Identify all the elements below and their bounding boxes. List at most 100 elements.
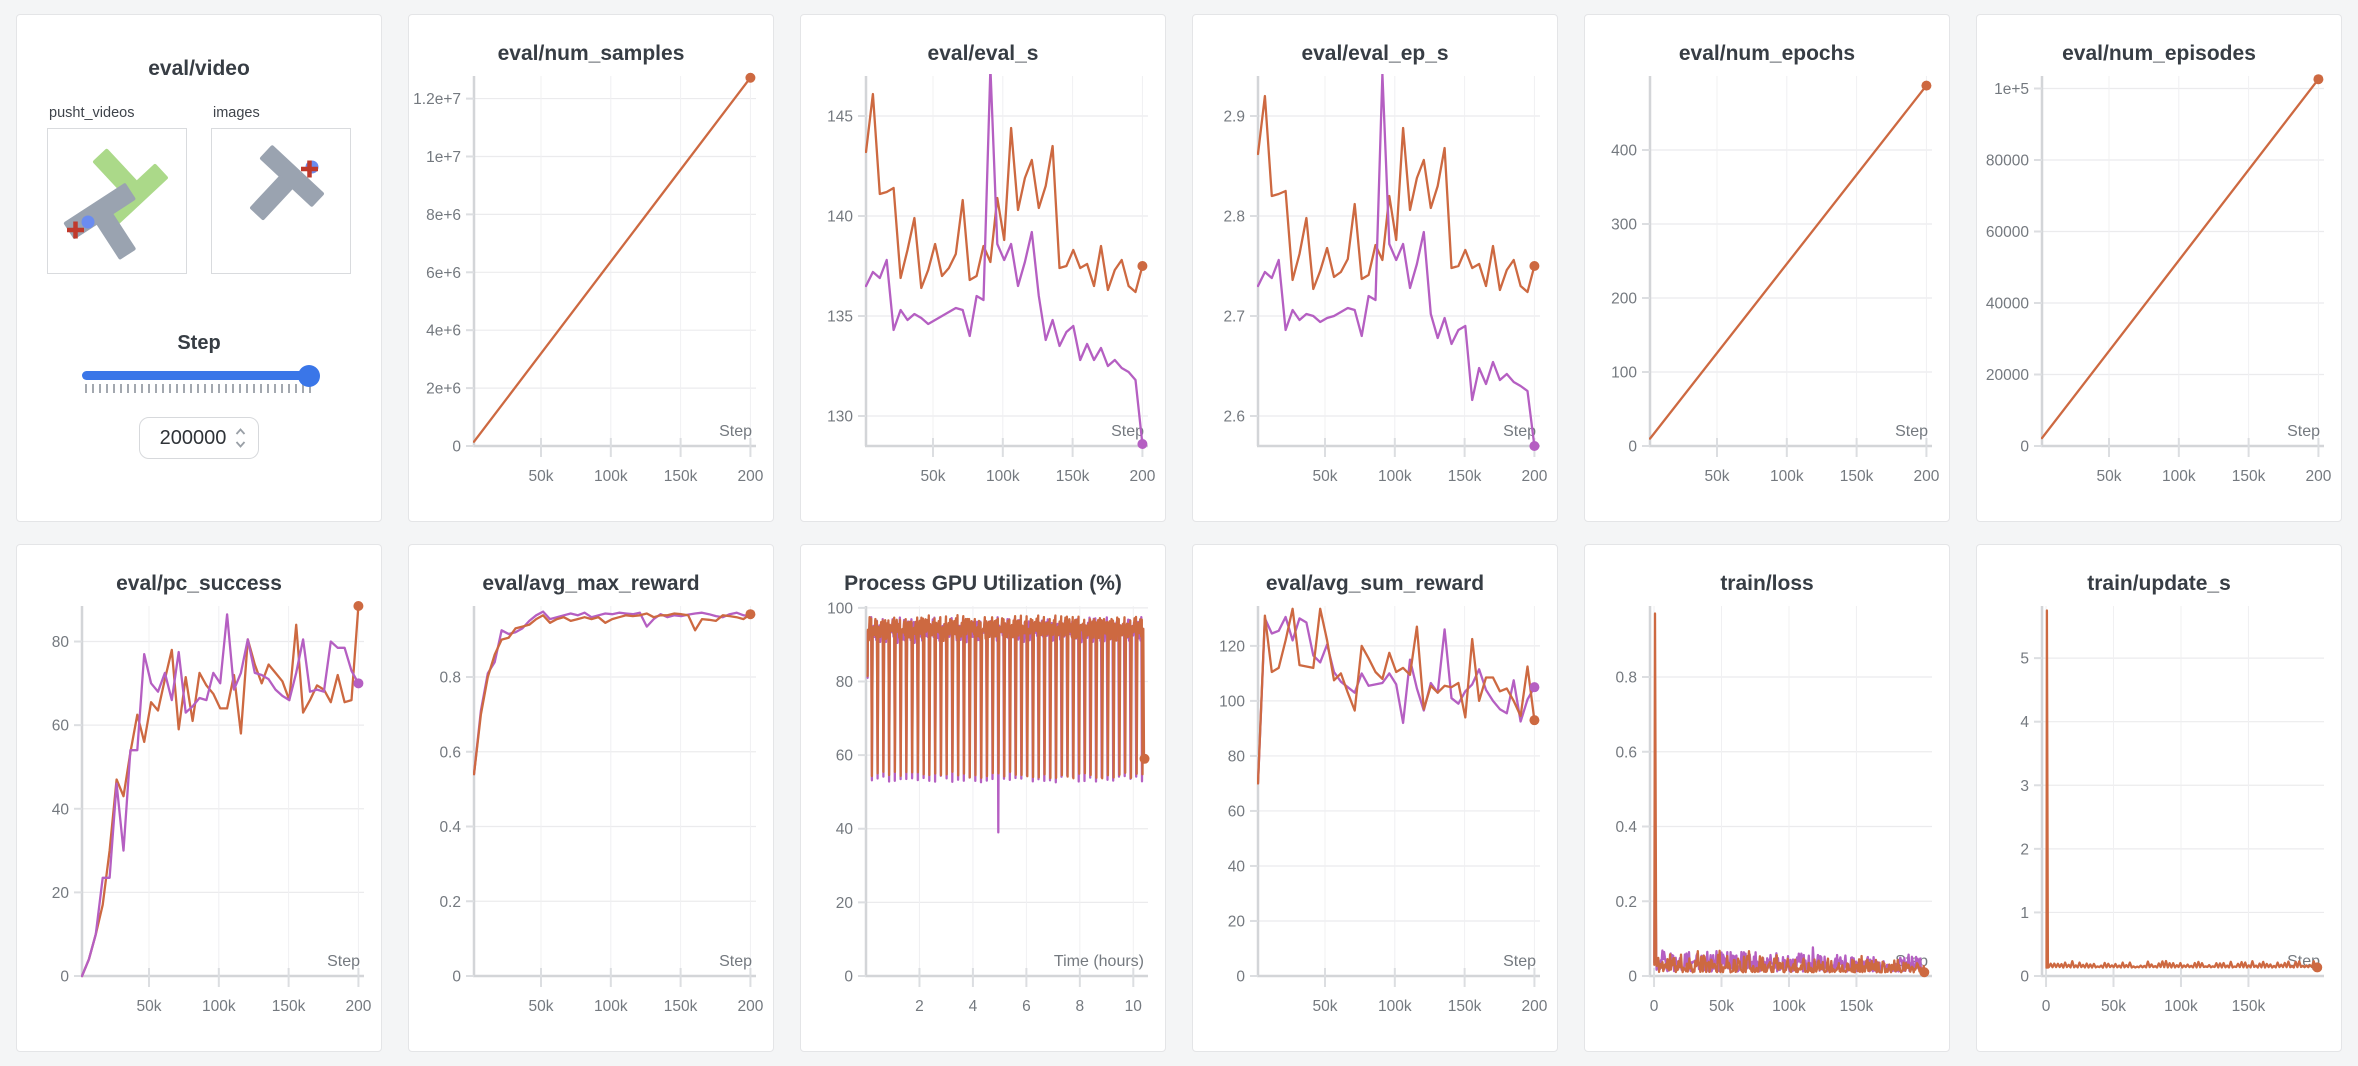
x-tick-label: 50k bbox=[2101, 998, 2126, 1015]
series-line-run-purple bbox=[1653, 806, 1924, 973]
y-tick-label: 6e+6 bbox=[426, 265, 461, 282]
chart-title: train/loss bbox=[1720, 572, 1814, 595]
x-tick-label: 100k bbox=[1770, 468, 1804, 485]
x-tick-label: 150k bbox=[1840, 468, 1874, 485]
video-thumbnail-pusht[interactable] bbox=[47, 128, 187, 274]
step-slider-ruler-ticks bbox=[85, 384, 313, 393]
step-value-input[interactable]: 200000 bbox=[138, 417, 260, 459]
series-end-dot-run-orange bbox=[2312, 962, 2323, 973]
y-tick-label: 3 bbox=[2020, 778, 2029, 795]
y-tick-label: 0.4 bbox=[1615, 819, 1637, 836]
chart-plot[interactable]: 0 2e+6 4e+6 6e+6 8e+6 1e+7 1.2e+7 50k 100k 150k 20… bbox=[408, 68, 774, 498]
series-end-dot-run-purple bbox=[1137, 439, 1148, 450]
x-tick-label: 50k bbox=[1705, 468, 1730, 485]
x-tick-label: 50k bbox=[1313, 468, 1338, 485]
y-tick-label: 0 bbox=[60, 969, 69, 986]
x-tick-label: 150k bbox=[1448, 468, 1482, 485]
y-tick-label: 5 bbox=[2020, 651, 2029, 668]
y-tick-label: 80 bbox=[52, 634, 70, 651]
y-tick-label: 0.8 bbox=[439, 670, 461, 687]
x-tick-label: 150k bbox=[1840, 998, 1874, 1015]
series-end-dot-run-orange bbox=[1919, 967, 1930, 978]
y-tick-label: 2.9 bbox=[1223, 109, 1245, 126]
chart-panel-card: eval/avg_max_reward 0 0.2 0.4 0.6 0.8 50k 100k 1… bbox=[408, 544, 774, 1052]
y-tick-label: 80 bbox=[836, 674, 854, 691]
y-tick-label: 0.4 bbox=[439, 819, 461, 836]
chart-plot[interactable]: 130 135 140 145 50k 100k 150k 200 Step bbox=[800, 68, 1166, 498]
chart-panel-card: eval/eval_s 130 135 140 145 50k 100k 150k 200 Ste… bbox=[800, 14, 1166, 522]
x-tick-label: 150k bbox=[664, 468, 698, 485]
y-tick-label: 400 bbox=[1611, 143, 1637, 160]
x-tick-label: 50k bbox=[2097, 468, 2122, 485]
chart-panel-card: train/update_s 0 1 2 3 4 5 0 50k 100k 150k Step bbox=[1976, 544, 2342, 1052]
y-tick-label: 20 bbox=[52, 885, 70, 902]
series-end-dot-run-orange bbox=[745, 609, 756, 620]
stepper-chevrons-icon[interactable] bbox=[235, 426, 246, 450]
series-end-dot-run-orange bbox=[1529, 261, 1540, 272]
series-line-run-purple bbox=[865, 74, 1144, 446]
series-line-run bbox=[473, 76, 752, 444]
target-cross bbox=[301, 160, 318, 178]
chart-panel-card: eval/num_epochs 0 100 200 300 400 50k 100k 150k 2… bbox=[1584, 14, 1950, 522]
x-axis-label: Step bbox=[1111, 423, 1144, 440]
chart-panel-card: train/loss 0 0.2 0.4 0.6 0.8 0 50k 100k 150k Step bbox=[1584, 544, 1950, 1052]
pusht-video-graphic bbox=[63, 148, 168, 260]
series-line-run-orange bbox=[1653, 612, 1926, 974]
chart-panel-card: eval/eval_ep_s 2.6 2.7 2.8 2.9 50k 100k 150k 200… bbox=[1192, 14, 1558, 522]
series-end-dot-run-purple bbox=[1529, 682, 1540, 693]
y-tick-label: 0.8 bbox=[1615, 670, 1637, 687]
x-tick-label: 50k bbox=[529, 468, 554, 485]
step-slider-heading: Step bbox=[177, 332, 221, 354]
media-label: images bbox=[213, 105, 260, 121]
series-end-dot-run-orange bbox=[1529, 715, 1540, 726]
series-end-dot-run-orange bbox=[1139, 753, 1150, 764]
y-tick-label: 60 bbox=[836, 748, 854, 765]
x-tick-label: 50k bbox=[921, 468, 946, 485]
series-line-run-orange bbox=[473, 612, 752, 776]
x-tick-label: 4 bbox=[969, 998, 978, 1015]
x-tick-label: 200 bbox=[1521, 468, 1547, 485]
y-tick-label: 145 bbox=[827, 109, 853, 126]
series-line-run-purple bbox=[81, 613, 360, 978]
media-column-images: images bbox=[211, 105, 351, 274]
chart-plot[interactable]: 0 0.2 0.4 0.6 0.8 50k 100k 150k 200 Step bbox=[408, 598, 774, 1028]
chart-panel-card: eval/pc_success 0 20 40 60 80 50k 100k 150k 200 St… bbox=[16, 544, 382, 1052]
y-tick-label: 0 bbox=[1628, 439, 1637, 456]
x-tick-label: 200 bbox=[737, 468, 763, 485]
video-thumbnail-images[interactable] bbox=[211, 128, 351, 274]
chart-title: eval/avg_max_reward bbox=[482, 572, 700, 595]
chart-title: eval/avg_sum_reward bbox=[1265, 572, 1485, 595]
x-tick-label: 50k bbox=[1313, 998, 1338, 1015]
chart-plot[interactable]: 0 20 40 60 80 100 120 50k 100k 150k 200 Step bbox=[1192, 598, 1558, 1028]
chart-title: eval/pc_success bbox=[116, 572, 282, 595]
series-end-dot-run bbox=[745, 72, 756, 83]
chart-plot[interactable]: 2.6 2.7 2.8 2.9 50k 100k 150k 200 Step bbox=[1192, 68, 1558, 498]
y-tick-label: 100 bbox=[1611, 365, 1637, 382]
x-tick-label: 100k bbox=[2164, 998, 2198, 1015]
series-line-run-orange bbox=[1257, 95, 1536, 294]
chart-plot[interactable]: 0 20000 40000 60000 80000 1e+5 50k 100k 150k 200 S… bbox=[1976, 68, 2342, 498]
x-tick-label: 200 bbox=[1913, 468, 1939, 485]
y-tick-label: 0 bbox=[452, 439, 461, 456]
series-line-run-orange bbox=[865, 93, 1144, 294]
y-tick-label: 0.6 bbox=[1615, 744, 1637, 761]
step-slider-handle[interactable] bbox=[298, 364, 320, 387]
chart-title: Process GPU Utilization (%) bbox=[844, 572, 1122, 595]
x-tick-label: 150k bbox=[1056, 468, 1090, 485]
step-slider-track[interactable] bbox=[82, 364, 320, 387]
step-slider[interactable] bbox=[82, 364, 320, 393]
chart-plot[interactable]: 0 20 40 60 80 100 2 4 6 8 10 Time (hours) bbox=[800, 598, 1166, 1028]
chart-title: eval/eval_s bbox=[927, 42, 1039, 65]
chart-plot[interactable]: 0 20 40 60 80 50k 100k 150k 200 Step bbox=[16, 598, 382, 1028]
chart-plot[interactable]: 0 100 200 300 400 50k 100k 150k 200 Step bbox=[1584, 68, 1950, 498]
media-column-pusht-videos: pusht_videos bbox=[47, 105, 187, 274]
y-tick-label: 200 bbox=[1611, 291, 1637, 308]
x-tick-label: 2 bbox=[915, 998, 924, 1015]
x-tick-label: 100k bbox=[2162, 468, 2196, 485]
x-axis-label: Step bbox=[1503, 953, 1536, 970]
y-tick-label: 1.2e+7 bbox=[413, 91, 461, 108]
y-tick-label: 40 bbox=[52, 801, 70, 818]
